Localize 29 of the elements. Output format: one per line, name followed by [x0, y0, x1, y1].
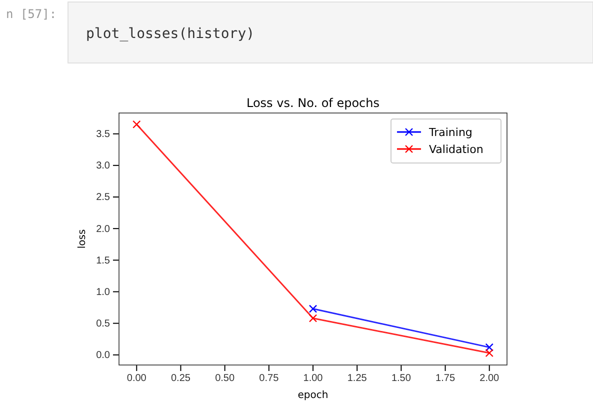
x-tick-label: 1.50	[391, 373, 412, 384]
y-tick-label: 0.5	[96, 318, 110, 330]
y-tick-label: 1.0	[96, 286, 110, 298]
x-tick-label: 0.50	[215, 373, 235, 384]
legend-label: Validation	[429, 143, 484, 156]
legend-label: Training	[428, 126, 472, 139]
y-axis-title: loss	[77, 229, 88, 249]
text: plot_losses(history)	[86, 26, 255, 42]
point	[308, 304, 318, 313]
point	[485, 343, 494, 352]
y-tick-label: 3.5	[96, 129, 110, 140]
point	[485, 348, 494, 358]
y-tick-label: 1.5	[96, 255, 110, 266]
x-tick-label: 0.75	[259, 373, 280, 384]
text: n [57]:	[6, 7, 57, 21]
x-tick-label: 2.00	[480, 373, 500, 384]
x-tick-label: 0.25	[170, 373, 191, 384]
x-tick-label: 1.25	[347, 373, 368, 384]
x-tick-label: 1.75	[436, 373, 456, 384]
x-axis-title: epoch	[298, 390, 328, 401]
y-tick-label: 0.0	[96, 350, 110, 362]
y-tick-label: 2.5	[96, 192, 110, 204]
y-tick-label: 3.0	[96, 160, 110, 172]
chart-title: Loss vs. No. of epochs	[246, 96, 380, 110]
x-tick-label: 1.00	[303, 373, 324, 384]
x-tick-label: 0.00	[126, 373, 147, 384]
point	[308, 314, 318, 322]
point	[132, 120, 141, 128]
y-tick-label: 2.0	[96, 224, 110, 235]
